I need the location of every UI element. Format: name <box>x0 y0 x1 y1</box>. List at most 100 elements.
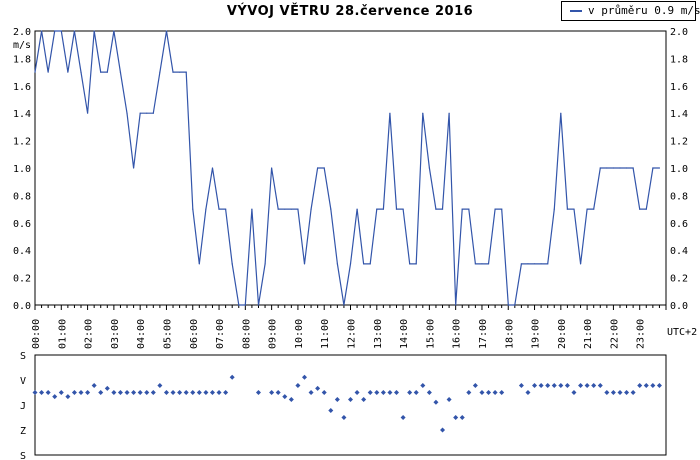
direction-data-point <box>209 390 215 395</box>
speed-data-point <box>468 208 470 210</box>
speed-data-point <box>73 30 76 32</box>
speed-xtick-label: 02:00 <box>84 319 95 349</box>
direction-data-point <box>328 408 334 414</box>
direction-data-point <box>223 390 229 395</box>
direction-axes: S V J Z S <box>20 351 667 460</box>
speed-series-line <box>34 30 660 306</box>
direction-data-point <box>71 390 77 395</box>
direction-data-point <box>387 390 393 395</box>
speed-data-point <box>277 208 279 210</box>
speed-data-point <box>645 208 647 210</box>
speed-data-point <box>422 112 424 114</box>
direction-data-point <box>295 383 301 389</box>
speed-data-point <box>113 30 115 32</box>
speed-data-point <box>409 263 411 265</box>
speed-xtick-label: 19:00 <box>531 319 542 349</box>
speed-data-point <box>271 167 273 169</box>
direction-data-point <box>486 390 492 395</box>
speed-xtick-label: 11:00 <box>320 319 331 349</box>
direction-data-point <box>131 390 137 395</box>
speed-data-point <box>146 112 148 114</box>
direction-data-point <box>604 390 610 395</box>
direction-ytick: S <box>20 451 26 460</box>
speed-data-point <box>179 71 181 73</box>
direction-data-point <box>190 390 196 395</box>
direction-data-point <box>341 415 347 420</box>
speed-data-point <box>402 208 404 210</box>
direction-data-point <box>479 390 485 395</box>
direction-data-point <box>426 390 432 395</box>
speed-data-point <box>264 263 266 265</box>
speed-data-point <box>507 304 509 306</box>
direction-data-point <box>597 383 603 389</box>
speed-data-point <box>586 208 588 210</box>
speed-data-point <box>34 71 36 73</box>
speed-data-point <box>54 30 56 32</box>
direction-data-point <box>65 394 71 400</box>
direction-data-point <box>584 383 590 389</box>
speed-data-point <box>501 208 503 210</box>
speed-data-point <box>487 263 490 265</box>
speed-data-point <box>238 304 240 306</box>
direction-data-point <box>433 399 439 405</box>
speed-data-point <box>455 304 457 306</box>
direction-data-point <box>361 396 367 402</box>
speed-data-point <box>251 208 253 210</box>
speed-data-point <box>540 263 542 265</box>
direction-data-point <box>334 396 340 402</box>
legend-label: v průměru 0.9 m/s <box>588 4 700 17</box>
speed-data-point <box>481 263 483 265</box>
direction-plot-frame <box>34 354 667 456</box>
speed-xtick-label: 09:00 <box>268 319 279 349</box>
speed-xtick-label: 06:00 <box>189 319 200 349</box>
speed-data-point <box>560 112 562 114</box>
speed-axes: 0.0 0.0 0.2 0.2 0.4 0.4 0.6 0.6 0.8 0.8 1.0 1.0 1.2 1… <box>13 27 697 349</box>
direction-data-point <box>78 390 84 395</box>
direction-data-point <box>39 390 45 395</box>
direction-data-point <box>643 383 649 389</box>
speed-data-point <box>40 30 43 32</box>
direction-data-point <box>196 390 202 395</box>
speed-ytick-left: 0.4 <box>13 246 31 257</box>
speed-xtick-label: 17:00 <box>478 319 489 349</box>
speed-xtick-label: 10:00 <box>294 319 305 349</box>
direction-ytick: J <box>20 401 26 412</box>
speed-data-point <box>461 208 463 210</box>
direction-data-point <box>124 390 130 395</box>
speed-data-point <box>566 208 569 210</box>
speed-data-point <box>205 208 207 210</box>
speed-data-point <box>185 71 187 73</box>
speed-xtick-label: 00:00 <box>31 319 42 349</box>
speed-data-point <box>415 263 417 265</box>
speed-xtick-label: 21:00 <box>583 319 594 349</box>
direction-data-point <box>163 390 169 395</box>
speed-data-point <box>323 167 325 169</box>
direction-data-point <box>275 390 281 395</box>
speed-data-point <box>593 208 595 210</box>
speed-data-point <box>80 71 82 73</box>
speed-data-point <box>119 71 122 73</box>
speed-data-point <box>395 208 398 210</box>
direction-data-point <box>45 390 51 395</box>
direction-data-point <box>301 374 307 380</box>
speed-xlabel: UTC+2 <box>667 327 697 338</box>
speed-data-point <box>376 208 378 210</box>
speed-data-point <box>658 167 661 169</box>
direction-data-point <box>137 390 143 395</box>
speed-data-point <box>93 30 95 32</box>
speed-data-point <box>159 71 161 73</box>
speed-xtick-label: 18:00 <box>504 319 515 349</box>
direction-data-point <box>32 390 38 395</box>
speed-xtick-label: 03:00 <box>110 319 121 349</box>
speed-ytick-left: 1.6 <box>13 82 31 93</box>
direction-data-point <box>52 394 58 400</box>
direction-data-point <box>117 390 123 395</box>
direction-data-point <box>459 415 465 420</box>
direction-data-point <box>453 415 459 420</box>
direction-data-point <box>578 383 584 389</box>
direction-data-point <box>413 390 419 395</box>
direction-data-point <box>216 390 222 395</box>
speed-data-point <box>67 71 69 73</box>
chart-title: VÝVOJ VĚTRU 28.července 2016 <box>226 4 474 19</box>
